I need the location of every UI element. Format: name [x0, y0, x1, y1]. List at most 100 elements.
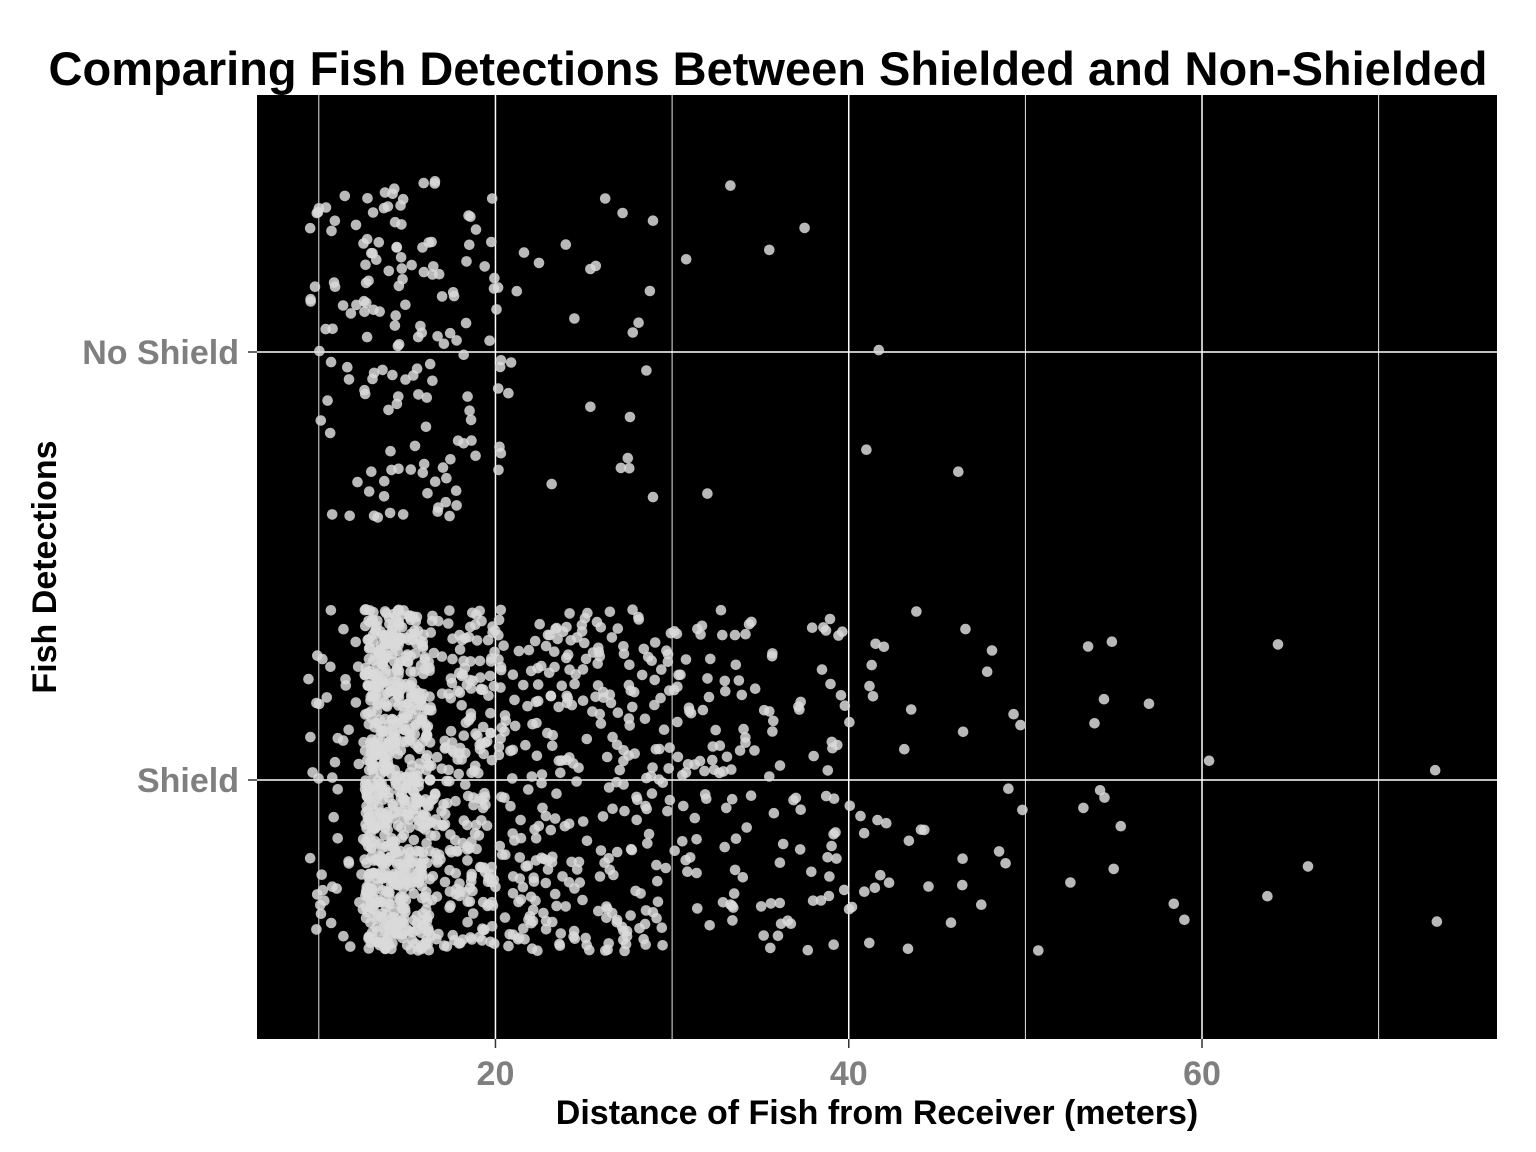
data-point	[429, 476, 441, 488]
data-point	[315, 899, 326, 911]
data-point	[326, 225, 337, 237]
data-point	[471, 635, 483, 646]
data-point	[361, 791, 373, 802]
data-point	[376, 872, 388, 883]
data-point	[443, 764, 454, 776]
data-point	[855, 810, 866, 822]
data-point	[467, 885, 478, 897]
data-point	[454, 890, 465, 902]
axes: 20 40 60 Shield No Shield	[82, 334, 1221, 1093]
data-point	[719, 841, 730, 853]
data-point	[345, 308, 357, 319]
data-point	[490, 881, 501, 893]
data-point	[764, 771, 775, 782]
data-point	[577, 695, 589, 706]
data-point	[381, 701, 393, 712]
data-point	[447, 653, 458, 665]
data-point	[631, 814, 642, 826]
data-point	[656, 922, 668, 933]
data-point	[329, 756, 341, 768]
data-point	[549, 646, 560, 657]
data-point	[421, 722, 432, 734]
data-point	[493, 614, 505, 626]
data-point	[1089, 718, 1100, 729]
data-point	[430, 789, 441, 800]
data-point	[477, 802, 489, 814]
data-point	[361, 857, 372, 869]
data-point	[365, 616, 376, 628]
data-point	[456, 700, 468, 711]
data-point	[726, 764, 737, 775]
data-point	[413, 776, 425, 788]
data-point	[981, 666, 993, 677]
data-point	[745, 790, 757, 801]
data-point	[899, 743, 910, 755]
data-point	[704, 920, 715, 931]
data-point	[413, 815, 425, 826]
data-point	[551, 622, 562, 634]
data-point	[635, 888, 646, 899]
data-point	[577, 894, 588, 906]
data-point	[372, 792, 383, 803]
data-point	[538, 907, 549, 919]
data-point	[444, 327, 456, 339]
data-point	[345, 941, 356, 952]
data-point	[822, 852, 833, 863]
data-point	[828, 939, 839, 950]
data-point	[375, 912, 387, 923]
data-point	[1000, 858, 1011, 869]
y-tick-label: No Shield	[82, 334, 239, 372]
data-point	[389, 836, 401, 847]
data-point	[402, 681, 414, 692]
data-point	[652, 875, 663, 887]
data-point	[418, 266, 430, 278]
data-point	[957, 726, 969, 738]
data-point	[458, 349, 470, 361]
data-point	[627, 604, 638, 615]
data-point	[559, 820, 571, 832]
data-point	[487, 627, 498, 638]
data-point	[312, 650, 323, 661]
data-point	[986, 645, 998, 656]
data-point	[691, 867, 702, 879]
data-point	[477, 923, 488, 934]
data-point	[717, 897, 729, 908]
data-point	[555, 928, 567, 939]
data-point	[467, 675, 479, 687]
data-point	[553, 701, 564, 713]
data-point	[643, 828, 655, 840]
data-point	[352, 476, 363, 488]
data-point	[768, 715, 779, 727]
data-point	[902, 943, 914, 955]
data-point	[360, 901, 372, 913]
data-point	[870, 638, 881, 650]
data-point	[640, 905, 652, 916]
data-point	[534, 618, 545, 630]
data-point	[325, 917, 337, 929]
data-point	[314, 345, 325, 357]
data-point	[1094, 785, 1106, 796]
data-point	[601, 901, 612, 912]
data-point	[957, 879, 968, 891]
data-point	[661, 645, 672, 656]
data-point	[649, 637, 661, 648]
data-point	[466, 934, 478, 945]
data-point	[718, 766, 729, 777]
data-point	[455, 937, 466, 949]
data-point	[549, 888, 561, 900]
data-point	[404, 754, 415, 765]
data-point	[828, 793, 840, 804]
data-point	[618, 745, 629, 756]
data-point	[416, 871, 428, 882]
data-point	[911, 606, 922, 617]
data-point	[664, 685, 675, 696]
data-point	[827, 742, 838, 754]
data-point	[443, 618, 454, 629]
data-point	[644, 285, 656, 297]
data-point	[378, 726, 390, 738]
data-point	[456, 670, 468, 682]
data-point	[408, 834, 420, 846]
data-point	[433, 928, 444, 940]
data-point	[316, 869, 328, 880]
data-point	[424, 774, 436, 785]
